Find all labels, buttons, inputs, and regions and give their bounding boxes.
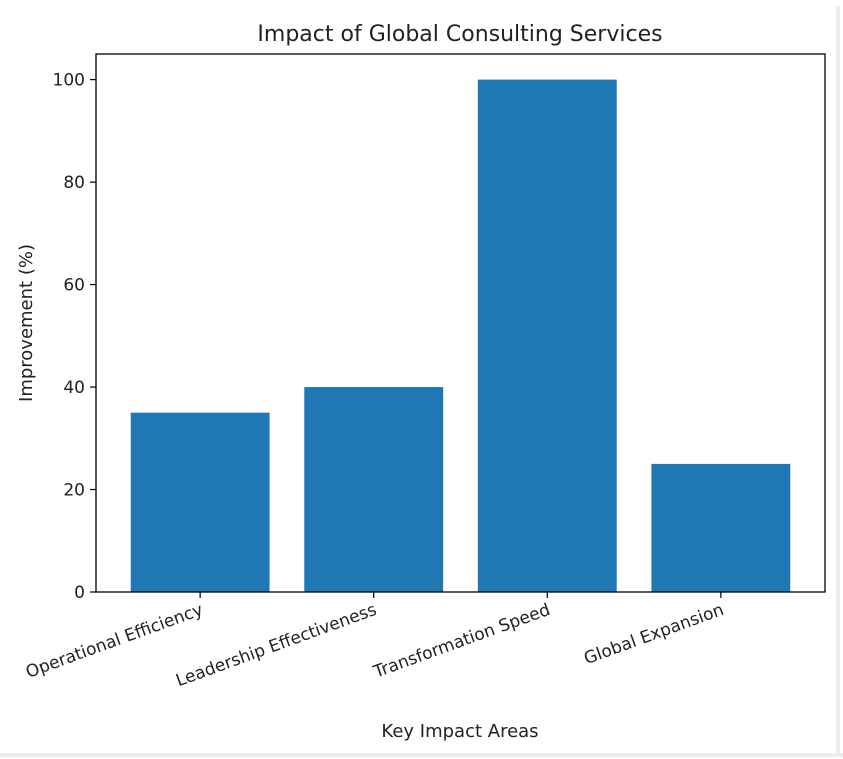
plot-area-frame <box>95 53 826 593</box>
y-tick-label: 100 <box>53 71 85 91</box>
window-edge-bottom <box>0 753 843 757</box>
x-axis-label: Key Impact Areas <box>381 721 538 742</box>
y-tick-label: 40 <box>63 378 85 398</box>
y-axis-label: Improvement (%) <box>16 244 37 402</box>
bar-1 <box>130 412 270 592</box>
x-tick-label: Transformation Speed <box>370 600 553 683</box>
window-edge-right <box>836 6 840 756</box>
bar-3 <box>477 79 617 593</box>
chart-title: Impact of Global Consulting Services <box>257 22 662 47</box>
bar-2 <box>304 387 444 592</box>
y-tick-label: 60 <box>63 276 85 296</box>
y-tick-label: 0 <box>74 583 85 603</box>
x-tick-label: Global Expansion <box>581 600 726 669</box>
x-tick-label: Leadership Effectiveness <box>173 600 379 691</box>
y-tick-label: 20 <box>63 481 85 501</box>
y-axis: 0 20 40 60 80 100 <box>53 71 96 603</box>
y-tick-label: 80 <box>63 173 85 193</box>
bar-4 <box>651 463 791 592</box>
bars-group <box>130 79 791 593</box>
